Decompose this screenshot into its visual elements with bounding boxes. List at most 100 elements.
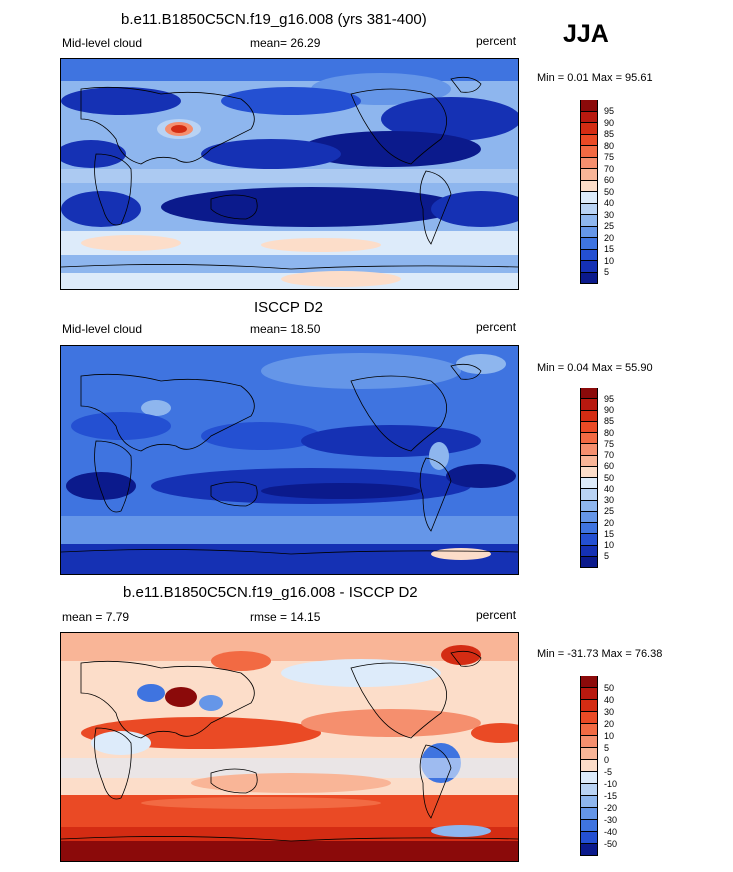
panel-3-colorbar-tick: -15 — [604, 790, 618, 801]
panel-1-colorbar-swatch — [580, 249, 598, 261]
season-label: JJA — [563, 20, 609, 48]
panel-1-colorbar-tick: 95 — [604, 106, 615, 116]
panel-2-colorbar-tick: 25 — [604, 506, 615, 517]
panel-3-map — [60, 632, 519, 862]
panel-3-colorbar-swatch — [580, 736, 598, 748]
panel-2-colorbar-swatch — [580, 545, 598, 557]
panel-1-colorbar-swatch — [580, 226, 598, 238]
panel-1-map — [60, 58, 519, 290]
panel-3-colorbar-tick: 40 — [604, 694, 615, 705]
panel-2-mean-label: mean= 18.50 — [250, 322, 321, 336]
panel-2-colorbar-tick: 5 — [604, 551, 610, 562]
panel-1-colorbar-tick: 15 — [604, 244, 615, 254]
panel-3-rmse-label: rmse = 14.15 — [250, 610, 321, 624]
panel-2-colorbar-tick: 40 — [604, 483, 615, 494]
panel-1-colorbar-swatch — [580, 180, 598, 192]
panel-3-colorbar-swatch — [580, 844, 598, 856]
panel-1-colorbar-swatch — [580, 238, 598, 250]
panel-3-colorbar-swatch — [580, 700, 598, 712]
panel-1-colorbar-tick: 10 — [604, 255, 615, 266]
panel-2-colorbar-swatch — [580, 433, 598, 445]
panel-2-colorbar-tick: 85 — [604, 416, 615, 427]
panel-2-title: ISCCP D2 — [254, 299, 323, 316]
panel-2-colorbar-swatch — [580, 523, 598, 535]
panel-1-colorbar-swatch — [580, 111, 598, 123]
panel-1-colorbar-swatch — [580, 192, 598, 204]
panel-2-colorbar-tick: 60 — [604, 461, 615, 472]
panel-1-mean-label: mean= 26.29 — [250, 36, 321, 50]
panel-1-colorbar-swatch — [580, 215, 598, 227]
panel-3-title: b.e11.B1850C5CN.f19_g16.008 - ISCCP D2 — [123, 584, 418, 601]
panel-1-colorbar-swatch — [580, 123, 598, 135]
panel-3-colorbar-tick: 20 — [604, 718, 615, 729]
panel-3-colorbar-tick: 30 — [604, 706, 615, 717]
panel-3-colorbar-tick: -30 — [604, 814, 618, 825]
panel-1-colorbar-tick: 70 — [604, 163, 615, 174]
panel-2-colorbar-tick: 75 — [604, 438, 615, 449]
panel-2-colorbar-swatch — [580, 466, 598, 478]
panel-3-colorbar-swatch — [580, 820, 598, 832]
panel-2-colorbar-swatch — [580, 511, 598, 523]
panel-3-colorbar-swatch — [580, 808, 598, 820]
panel-2-colorbar-swatch — [580, 500, 598, 512]
panel-3-colorbar-swatch — [580, 784, 598, 796]
panel-2-colorbar-tick: 95 — [604, 393, 615, 404]
panel-2-colorbar-swatch — [580, 399, 598, 411]
panel-3-colorbar-tick: 10 — [604, 730, 615, 741]
panel-1-map-field — [61, 59, 518, 289]
panel-3-colorbar-swatch — [580, 760, 598, 772]
panel-2-colorbar: 95 90 85 80 75 70 60 50 40 30 25 20 15 10 5 — [580, 388, 620, 568]
panel-2-colorbar-swatch — [580, 421, 598, 433]
panel-3-colorbar-tick: 0 — [604, 754, 610, 765]
panel-2-colorbar-swatch — [580, 534, 598, 546]
panel-1-colorbar-swatch — [580, 100, 598, 112]
panel-2-colorbar-tick: 80 — [604, 427, 615, 438]
panel-2-minmax: Min = 0.04 Max = 55.90 — [537, 362, 653, 374]
panel-3-colorbar-swatch — [580, 796, 598, 808]
panel-1-colorbar-swatch — [580, 134, 598, 146]
panel-3-mean-label: mean = 7.79 — [62, 610, 130, 624]
panel-3-colorbar-tick: -50 — [604, 838, 618, 849]
panel-3-colorbar-tick: -40 — [604, 826, 618, 837]
panel-3-colorbar-swatch — [580, 748, 598, 760]
panel-2-colorbar-swatch — [580, 410, 598, 422]
panel-3-colorbar-tick: 50 — [604, 682, 615, 693]
panel-2-units-label: percent — [476, 320, 517, 334]
panel-2-colorbar-tick: 20 — [604, 517, 615, 528]
panel-2-colorbar-tick: 30 — [604, 495, 615, 505]
panel-2-colorbar-swatch — [580, 478, 598, 490]
panel-2-map — [60, 345, 519, 575]
panel-2-colorbar-tick: 70 — [604, 450, 615, 460]
panel-1-colorbar-swatch — [580, 272, 598, 284]
panel-3-colorbar-swatch — [580, 688, 598, 700]
panel-1-variable-label: Mid-level cloud — [62, 36, 143, 50]
panel-3-colorbar-swatch — [580, 772, 598, 784]
panel-1-colorbar-tick: 40 — [604, 198, 615, 208]
panel-1-colorbar-swatch — [580, 261, 598, 273]
panel-2-colorbar-tick: 50 — [604, 472, 615, 483]
panel-3-colorbar-swatch — [580, 676, 598, 688]
panel-2-colorbar-tick: 90 — [604, 405, 615, 415]
panel-1-colorbar-tick: 90 — [604, 117, 615, 128]
panel-1-title: b.e11.B1850C5CN.f19_g16.008 (yrs 381-400… — [121, 11, 427, 28]
panel-1-colorbar-tick: 20 — [604, 232, 615, 243]
panel-3-colorbar-tick: 5 — [604, 742, 610, 753]
panel-3-colorbar-swatch — [580, 832, 598, 844]
panel-3-colorbar-tick: -20 — [604, 802, 618, 813]
panel-1-colorbar-tick: 25 — [604, 221, 615, 231]
panel-3-map-field — [61, 633, 518, 861]
panel-2-colorbar-tick: 10 — [604, 540, 615, 550]
panel-1-colorbar-tick: 60 — [604, 175, 615, 185]
panel-2-colorbar-swatch — [580, 388, 598, 400]
panel-1-colorbar-tick: 30 — [604, 209, 615, 220]
panel-1-units-label: percent — [476, 34, 517, 48]
panel-1-colorbar-swatch — [580, 157, 598, 169]
panel-2-colorbar-swatch — [580, 556, 598, 568]
panel-3-colorbar-swatch — [580, 724, 598, 736]
panel-1-colorbar-tick: 85 — [604, 129, 615, 139]
panel-3-colorbar: 50 40 30 20 10 5 0 -5 -10 -15 -20 -30 -40 -50 — [580, 676, 620, 856]
panel-1-colorbar-tick: 5 — [604, 267, 610, 277]
panel-3-minmax: Min = -31.73 Max = 76.38 — [537, 648, 663, 660]
panel-3-colorbar-tick: -5 — [604, 766, 613, 777]
panel-1-colorbar-tick: 80 — [604, 140, 615, 151]
